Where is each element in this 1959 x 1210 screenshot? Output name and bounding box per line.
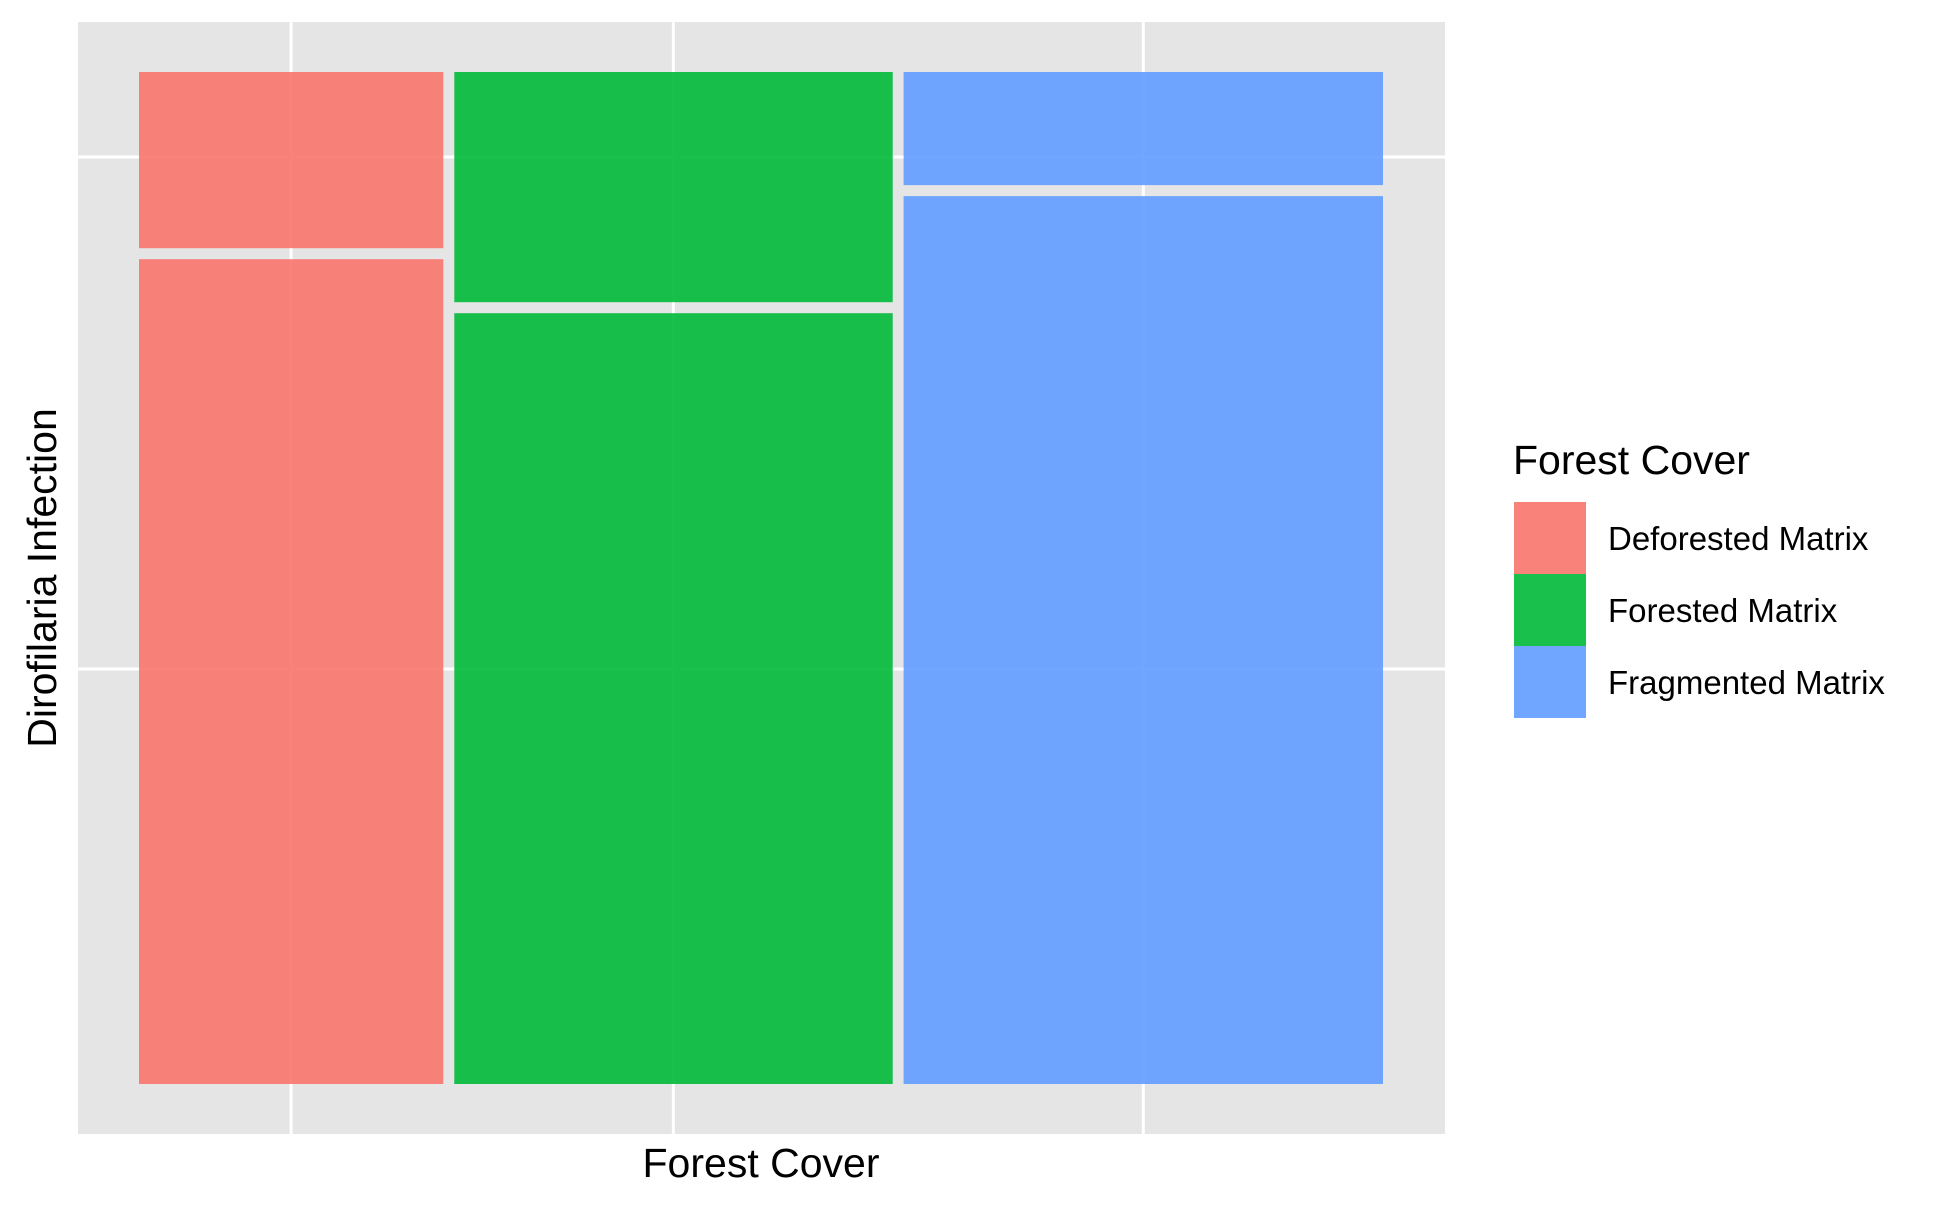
legend-key-forested-matrix bbox=[1514, 574, 1586, 646]
mosaic-tiles bbox=[139, 72, 1383, 1085]
tile-fragmented-matrix-lower bbox=[903, 196, 1383, 1085]
tile-deforested-matrix-lower bbox=[139, 259, 444, 1084]
legend-label-deforested-matrix: Deforested Matrix bbox=[1608, 520, 1869, 557]
legend-title: Forest Cover bbox=[1513, 437, 1750, 483]
legend-label-fragmented-matrix: Fragmented Matrix bbox=[1608, 664, 1885, 701]
legend-key-fragmented-matrix bbox=[1514, 646, 1586, 718]
y-axis-title: Dirofilaria Infection bbox=[19, 408, 65, 748]
tile-deforested-matrix-upper bbox=[139, 72, 444, 249]
tile-forested-matrix-lower bbox=[454, 313, 893, 1084]
x-axis-title: Forest Cover bbox=[643, 1140, 880, 1186]
tile-fragmented-matrix-upper bbox=[903, 72, 1383, 186]
legend-label-forested-matrix: Forested Matrix bbox=[1608, 592, 1838, 629]
tile-forested-matrix-upper bbox=[454, 72, 893, 303]
legend: Forest Cover Deforested Matrix Forested … bbox=[1513, 437, 1885, 718]
legend-key-deforested-matrix bbox=[1514, 502, 1586, 574]
